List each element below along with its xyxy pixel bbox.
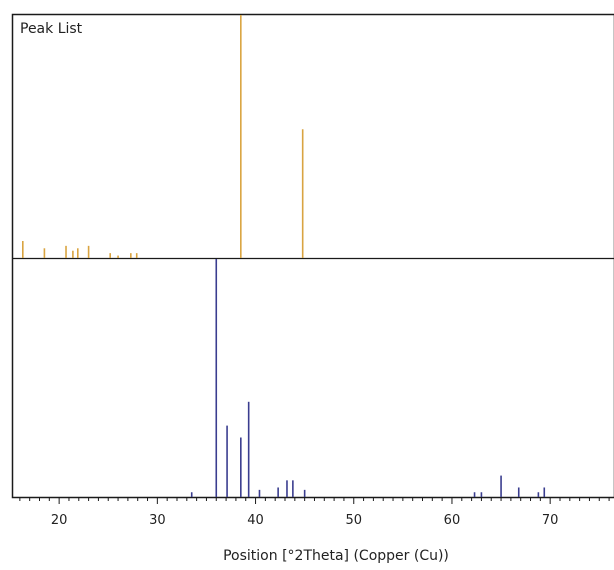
x-tick-label: 70	[542, 513, 559, 528]
x-tick-label: 30	[149, 513, 166, 528]
panel-title: Peak List	[20, 21, 83, 37]
x-tick-label: 50	[345, 513, 362, 528]
x-axis-title: Position [°2Theta] (Copper (Cu))	[223, 548, 449, 564]
plot-frame	[11, 13, 614, 499]
x-tick-label: 40	[247, 513, 264, 528]
x-tick-label: 20	[51, 513, 68, 528]
x-tick-label: 60	[444, 513, 461, 528]
